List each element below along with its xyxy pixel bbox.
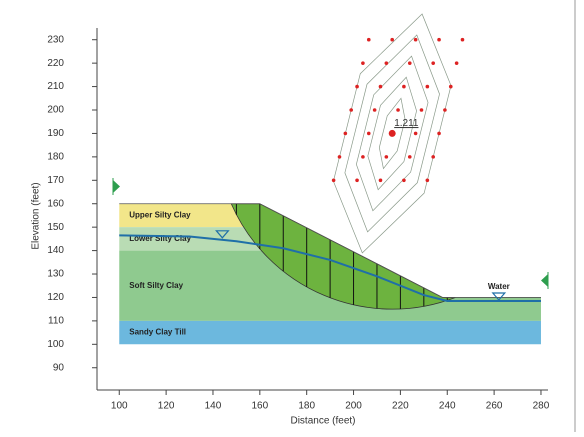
boundary-marker — [113, 180, 120, 193]
x-tick-label: 120 — [158, 401, 175, 412]
grid-point — [425, 84, 430, 89]
grid-point — [431, 61, 436, 65]
grid-point — [337, 155, 342, 159]
layer-label: Upper Silty Clay — [129, 211, 191, 220]
x-tick-label: 100 — [111, 401, 128, 412]
layer-label: Soft Silty Clay — [129, 281, 183, 290]
y-tick-label: 220 — [47, 58, 64, 69]
boundary-marker — [541, 274, 548, 287]
grid-point — [355, 178, 359, 183]
y-tick-label: 170 — [47, 175, 64, 186]
y-tick-label: 140 — [47, 245, 64, 256]
fs-contour — [344, 34, 440, 233]
water-label: Water — [488, 282, 510, 291]
x-tick-label: 280 — [533, 401, 550, 412]
y-tick-label: 180 — [47, 152, 64, 163]
x-tick-label: 140 — [205, 401, 222, 412]
soil-layer — [119, 320, 541, 345]
grid-point — [402, 84, 406, 89]
x-tick-label: 180 — [298, 401, 315, 412]
y-axis-title: Elevation (feet) — [31, 182, 42, 249]
grid-point — [366, 37, 371, 42]
grid-point — [407, 155, 412, 159]
x-tick-label: 260 — [486, 401, 503, 412]
grid-point — [378, 178, 383, 183]
factor-of-safety: 1.211 — [394, 118, 419, 129]
grid-point — [372, 108, 377, 112]
y-tick-label: 150 — [47, 222, 64, 233]
fs-contour — [378, 97, 406, 170]
grid-point — [425, 178, 430, 183]
grid-point — [431, 155, 436, 159]
grid-point — [366, 131, 371, 136]
grid-point — [460, 37, 465, 42]
grid-point — [419, 108, 424, 112]
x-tick-label: 160 — [251, 401, 268, 412]
layer-label: Lower Silty Clay — [129, 234, 191, 243]
x-tick-label: 240 — [439, 401, 456, 412]
grid-point — [355, 84, 359, 89]
grid-point — [378, 84, 383, 89]
grid-point — [413, 37, 418, 42]
fs-contour — [367, 76, 417, 191]
y-tick-label: 90 — [53, 362, 65, 373]
y-tick-label: 130 — [47, 269, 64, 280]
grid-point — [390, 37, 395, 42]
grid-point — [361, 61, 365, 65]
layer-label: Sandy Clay Till — [129, 328, 186, 337]
y-tick-label: 190 — [47, 128, 64, 139]
ground-surface — [119, 203, 541, 298]
grid-point — [407, 61, 412, 65]
y-tick-label: 100 — [47, 339, 64, 350]
y-tick-label: 110 — [48, 316, 64, 327]
y-tick-label: 210 — [47, 81, 64, 92]
grid-point — [402, 178, 406, 183]
grid-point — [413, 131, 418, 136]
x-tick-label: 200 — [345, 401, 362, 412]
grid-point — [437, 131, 441, 136]
grid-point — [437, 37, 441, 42]
grid-point — [443, 108, 447, 112]
y-tick-label: 230 — [47, 34, 64, 45]
grid-point — [349, 108, 354, 112]
grid-point — [361, 155, 365, 159]
x-tick-label: 220 — [392, 401, 409, 412]
grid-point — [454, 61, 459, 65]
y-tick-label: 160 — [47, 198, 64, 209]
grid-point — [384, 155, 389, 159]
y-tick-label: 200 — [47, 105, 64, 116]
fs-contour — [355, 55, 429, 212]
water-table — [119, 234, 541, 302]
grid-point — [448, 84, 453, 89]
grid-point — [331, 178, 336, 183]
grid-point — [384, 61, 389, 65]
grid-point — [343, 131, 348, 136]
grid-point — [396, 108, 400, 112]
y-tick-label: 120 — [47, 292, 64, 303]
x-axis-title: Distance (feet) — [290, 416, 355, 427]
water-symbol — [215, 230, 230, 239]
critical-center — [388, 129, 396, 137]
water-symbol — [491, 292, 507, 301]
